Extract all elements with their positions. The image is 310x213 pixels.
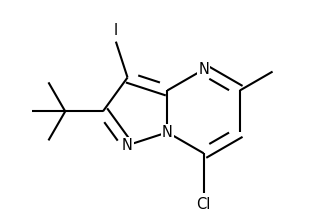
Text: N: N <box>162 125 173 140</box>
Text: Cl: Cl <box>197 197 211 212</box>
Text: I: I <box>114 23 118 38</box>
Text: N: N <box>198 62 209 77</box>
Text: N: N <box>122 138 133 153</box>
